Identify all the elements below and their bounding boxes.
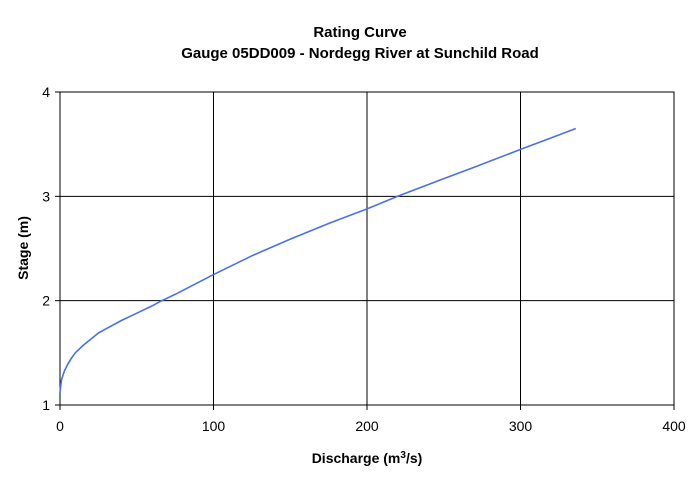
x-tick-label: 100 [202,418,226,434]
x-tick-label: 0 [56,418,64,434]
chart-subtitle: Gauge 05DD009 - Nordegg River at Sunchil… [181,45,539,62]
x-tick-label: 400 [662,418,686,434]
chart-title: Rating Curve [313,24,406,41]
x-tick-label: 300 [509,418,533,434]
y-axis-label: Stage (m) [15,216,31,280]
tick-labels: 0 100 200 300 400 1 2 3 4 [42,84,686,434]
y-tick-label: 1 [42,397,50,413]
y-tick-label: 2 [42,293,50,309]
rating-curve-line [59,127,577,393]
y-tick-label: 4 [42,84,50,100]
series-group [59,127,577,393]
x-tick-label: 200 [355,418,379,434]
y-tick-label: 3 [42,188,50,204]
x-axis-label: Discharge (m3/s) [312,450,423,466]
